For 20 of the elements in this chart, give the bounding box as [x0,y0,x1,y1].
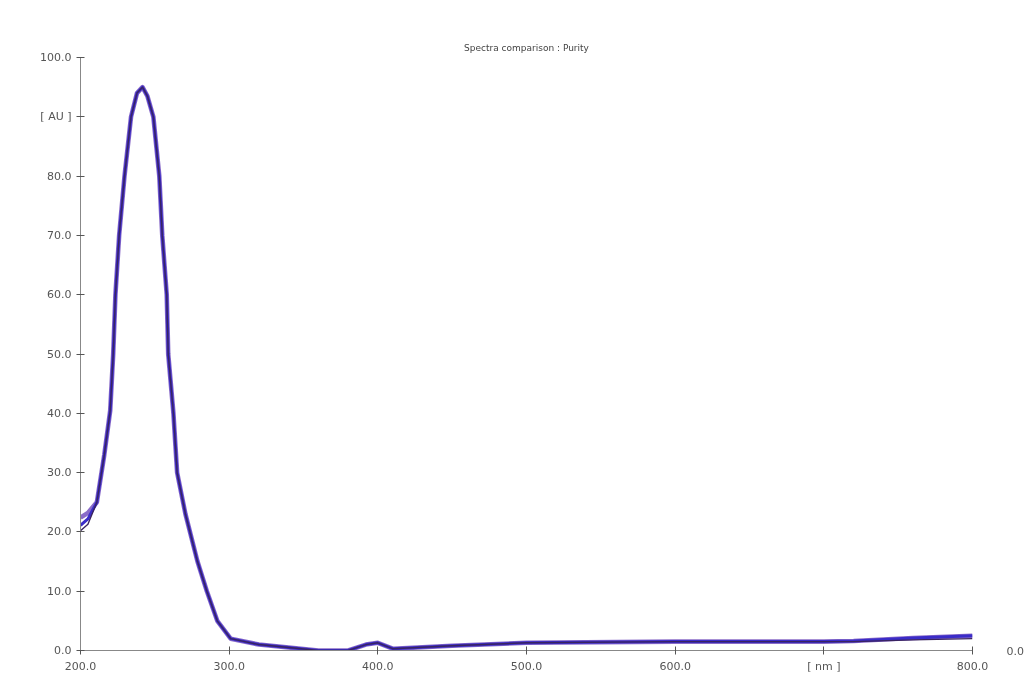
y-tick-label: 40.0 [47,406,72,420]
chart-title: Spectra comparison : Purity [464,42,590,53]
y-tick-label: 60.0 [47,288,72,302]
y-tick-label: 20.0 [47,525,72,539]
y-tick-label: 70.0 [47,228,72,242]
y-tick-label: 80.0 [47,169,72,183]
y-tick-label: 0.0 [54,644,72,657]
text: 0.0 [1006,644,1024,658]
y-tick-label: 50.0 [47,347,72,361]
x-tick-label: 500.0 [510,659,543,673]
x-tick-label: 300.0 [213,659,245,673]
y-tick-label: 100.0 [40,51,72,64]
y-tick-label: [ AU ] [40,110,72,124]
x-tick-label: 800.0 [956,659,989,673]
x-tick-label: [ nm ] [807,659,841,673]
x-tick-label: 400.0 [362,659,394,673]
y-tick-label: 30.0 [47,466,72,480]
x-tick-label: 200.0 [64,659,97,673]
x-tick-label: 600.0 [659,659,691,673]
y-tick-label: 10.0 [47,584,72,598]
